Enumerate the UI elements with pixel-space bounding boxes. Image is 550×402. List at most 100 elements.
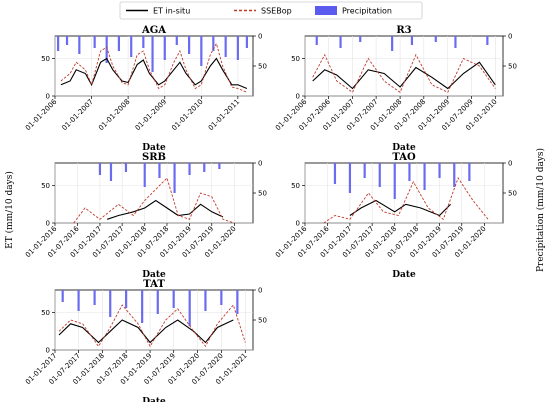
x-axis-label: Date: [392, 143, 416, 153]
y-tick-label: 50: [41, 182, 50, 190]
y-tick-label: 0: [46, 347, 50, 355]
legend-item-ssebop: SSEBop: [234, 7, 292, 16]
precip-bar: [408, 163, 411, 181]
precip-tick-label: 0: [258, 33, 262, 41]
series-et-line: [60, 57, 248, 90]
precip-bar: [98, 163, 102, 175]
chart-panel-r3: R305005001-01-200601-07-200601-01-200701…: [274, 25, 517, 153]
precip-bar: [204, 290, 207, 311]
precip-tick-label: 0: [508, 160, 512, 168]
precip-bar: [172, 290, 175, 308]
precip-bar: [486, 36, 489, 45]
precip-bar: [109, 163, 113, 181]
precip-bar: [438, 163, 441, 178]
precip-bar: [156, 290, 159, 314]
precip-bar: [378, 163, 381, 187]
precip-bar: [143, 163, 146, 187]
chart-title: SRB: [142, 152, 166, 163]
x-axis-label: Date: [142, 270, 166, 280]
precip-bar: [410, 36, 414, 45]
precip-bar: [359, 36, 362, 42]
y-tick-label: 50: [41, 55, 50, 63]
precip-bar: [188, 36, 191, 54]
precip-bar: [105, 36, 108, 63]
precip-bar: [173, 163, 176, 193]
plot-area: [54, 289, 254, 351]
precip-bar: [124, 163, 128, 172]
precip-bar: [393, 163, 396, 199]
legend-item-et: ET in-situ: [126, 7, 190, 16]
precip-bar: [61, 290, 64, 302]
precip-bar: [142, 36, 145, 48]
precip-bar: [220, 290, 223, 305]
chart-title: TAO: [392, 152, 416, 163]
x-tick-label: 01-01-2006: [24, 97, 59, 132]
chart-title: AGA: [141, 25, 166, 36]
y-tick-label: 0: [46, 220, 50, 228]
precip-tick-label: 50: [508, 63, 517, 71]
precip-bar: [93, 290, 96, 305]
precip-tick-label: 50: [258, 190, 267, 198]
y-tick-label: 50: [41, 309, 50, 317]
left-y-axis-label: ET (mm/10 days): [4, 171, 15, 249]
plot-area: [54, 35, 254, 97]
precip-bar: [93, 36, 96, 48]
precip-bar: [77, 290, 80, 311]
chart-panel-tat: TAT05005001-01-201701-07-201701-01-20180…: [24, 279, 267, 402]
y-tick-label: 0: [46, 93, 50, 101]
precip-bar: [423, 163, 426, 190]
precip-bar: [117, 36, 120, 51]
precip-bar: [175, 36, 178, 45]
precip-bar: [151, 36, 154, 72]
x-tick-label: 01-01-2010: [170, 98, 204, 132]
precip-bar: [348, 163, 352, 193]
y-tick-label: 0: [296, 93, 300, 101]
legend-item-precipitation: Precipitation: [315, 6, 392, 16]
series-ssebop-line: [60, 42, 248, 93]
series-ssebop-line: [312, 53, 496, 93]
precip-bar: [78, 36, 81, 54]
precip-bar: [158, 163, 161, 178]
x-tick-label: 01-01-2007: [61, 98, 95, 132]
y-tick-label: 50: [291, 55, 300, 63]
precip-tick-label: 0: [258, 287, 262, 295]
series-ssebop-line: [58, 304, 246, 348]
precip-bar: [65, 36, 69, 45]
series-et-line: [107, 199, 224, 220]
y-tick-label: 50: [291, 182, 300, 190]
precip-tick-label: 0: [508, 33, 512, 41]
chart-panel-tao: TAO05005001-01-201601-07-201601-01-20170…: [274, 152, 517, 280]
precip-bar: [245, 36, 248, 48]
x-axis-label: Date: [142, 397, 166, 402]
precip-bar: [454, 36, 457, 48]
precip-bar: [188, 163, 191, 175]
precip-bar: [363, 163, 366, 178]
series-et-line: [312, 61, 496, 90]
legend: ET in-situ SSEBop Precipitation: [119, 1, 423, 20]
precip-bar: [130, 36, 133, 57]
x-axis-label: Date: [142, 143, 166, 153]
precip-bar: [203, 163, 206, 172]
precip-tick-label: 50: [258, 317, 267, 325]
precip-bar: [141, 290, 144, 323]
precip-bar: [212, 36, 215, 51]
precip-bar: [163, 36, 166, 60]
plot-area: [54, 162, 254, 224]
legend-label-et: ET in-situ: [153, 7, 190, 16]
right-y-axis-label: Precipitation (mm/10 days): [535, 148, 546, 272]
precip-bar: [200, 36, 203, 66]
legend-label-ssebop: SSEBop: [261, 7, 292, 16]
chart-title: R3: [396, 25, 411, 36]
y-tick-label: 0: [296, 220, 300, 228]
precip-bar: [236, 36, 239, 60]
precip-bar: [188, 290, 191, 326]
precip-tick-label: 50: [508, 190, 517, 198]
precip-bar: [453, 163, 456, 187]
precip-bar: [57, 36, 60, 51]
precip-tick-label: 0: [258, 160, 262, 168]
legend-label-precipitation: Precipitation: [342, 7, 392, 16]
precip-bar: [339, 36, 342, 48]
series-ssebop-line: [323, 177, 489, 224]
